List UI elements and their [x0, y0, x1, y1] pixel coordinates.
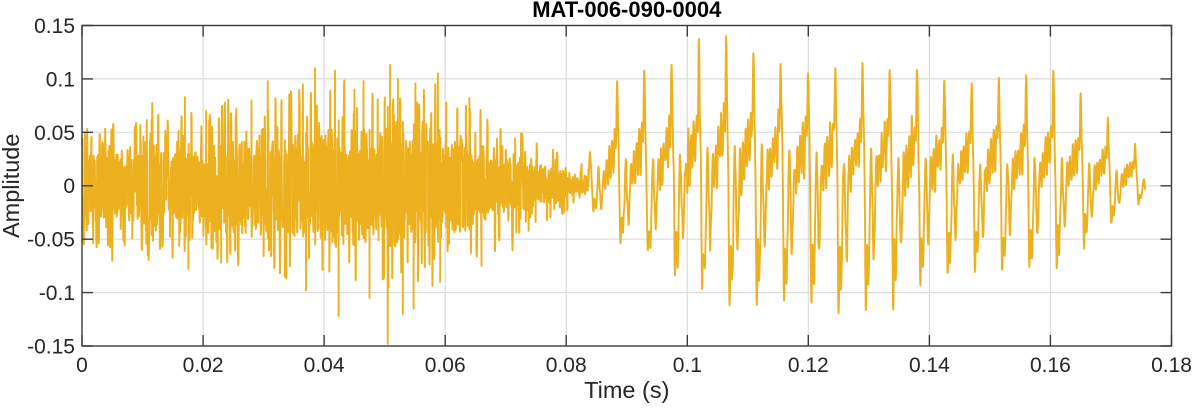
svg-text:MAT-006-090-0004: MAT-006-090-0004 [532, 0, 722, 22]
svg-text:-0.1: -0.1 [39, 282, 75, 305]
svg-text:0.02: 0.02 [183, 354, 224, 377]
svg-text:0.15: 0.15 [34, 15, 75, 38]
svg-text:Amplitude: Amplitude [0, 134, 24, 239]
svg-text:0.18: 0.18 [1151, 354, 1192, 377]
svg-text:0.04: 0.04 [304, 354, 345, 377]
svg-text:0: 0 [76, 354, 88, 377]
svg-text:0.14: 0.14 [909, 354, 950, 377]
svg-text:Time (s): Time (s) [584, 377, 669, 403]
svg-text:0.1: 0.1 [46, 68, 75, 91]
svg-text:0.08: 0.08 [546, 354, 587, 377]
svg-text:-0.15: -0.15 [27, 336, 75, 359]
svg-text:0.16: 0.16 [1030, 354, 1071, 377]
svg-text:0.1: 0.1 [673, 354, 702, 377]
svg-text:0: 0 [63, 175, 75, 198]
svg-text:0.05: 0.05 [34, 122, 75, 145]
svg-text:0.06: 0.06 [425, 354, 466, 377]
svg-text:-0.05: -0.05 [27, 229, 75, 252]
svg-text:0.12: 0.12 [788, 354, 829, 377]
